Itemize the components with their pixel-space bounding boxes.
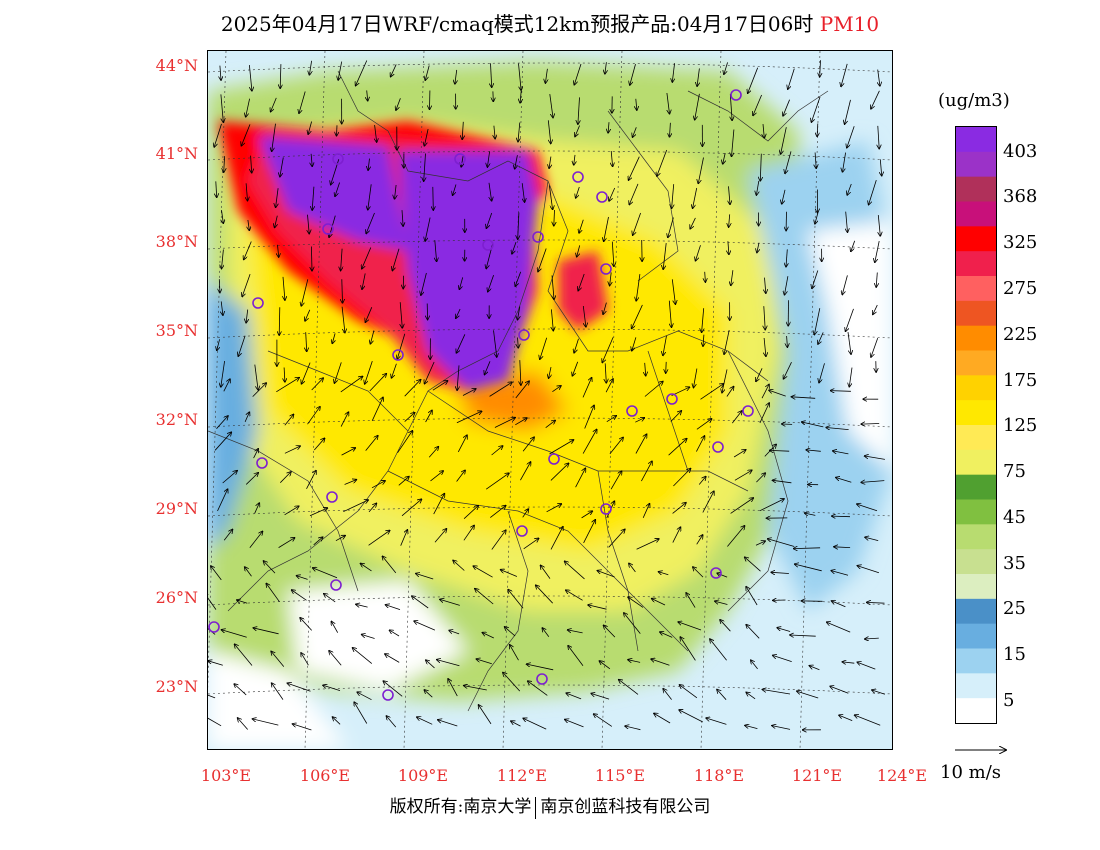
- city-marker: [666, 393, 678, 405]
- colorbar-swatch: [956, 698, 996, 724]
- colorbar-swatch: [956, 375, 996, 401]
- lat-label: 29°N: [155, 499, 198, 518]
- colorbar-swatch: [956, 176, 996, 202]
- city-marker: [382, 689, 394, 701]
- lon-label: 124°E: [876, 766, 928, 785]
- lon-label: 115°E: [594, 766, 646, 785]
- colorbar-label: 75: [1003, 461, 1026, 482]
- city-marker: [208, 621, 220, 633]
- lon-label: 118°E: [693, 766, 745, 785]
- colorbar-label: 225: [1003, 324, 1038, 345]
- colorbar-swatch: [956, 549, 996, 575]
- map-canvas: [208, 51, 892, 749]
- colorbar-label: 275: [1003, 278, 1038, 299]
- colorbar-label: 325: [1003, 232, 1038, 253]
- copyright: 版权所有:南京大学 南京创蓝科技有限公司: [0, 792, 1100, 819]
- colorbar-label: 45: [1003, 507, 1026, 528]
- city-marker: [596, 191, 608, 203]
- lon-label: 106°E: [299, 766, 351, 785]
- lat-label: 38°N: [155, 232, 198, 251]
- colorbar-swatch: [956, 524, 996, 550]
- colorbar-label: 15: [1003, 644, 1026, 665]
- colorbar-swatch: [956, 300, 996, 327]
- wind-reference-label: 10 m/s: [940, 762, 1001, 783]
- city-marker: [256, 457, 268, 469]
- colorbar-swatch: [956, 151, 996, 178]
- city-marker: [322, 223, 334, 235]
- lon-label: 121°E: [791, 766, 843, 785]
- city-marker: [742, 405, 754, 417]
- city-marker: [252, 297, 264, 309]
- colorbar-label: 25: [1003, 598, 1026, 619]
- colorbar-label: 403: [1003, 141, 1038, 162]
- colorbar-swatch: [956, 201, 996, 227]
- wind-vectors: [208, 60, 886, 730]
- colorbar-swatch: [956, 400, 996, 426]
- colorbar-swatch: [956, 474, 996, 500]
- colorbar-swatch: [956, 127, 996, 153]
- wind-reference-arrow: [955, 742, 1020, 758]
- colorbar-label: 35: [1003, 553, 1026, 574]
- city-marker: [536, 673, 548, 685]
- colorbar-swatch: [956, 499, 996, 525]
- colorbar-swatch: [956, 648, 996, 674]
- pollutant-name: PM10: [819, 12, 880, 36]
- colorbar-swatch: [956, 449, 996, 476]
- lon-label: 109°E: [397, 766, 449, 785]
- colorbar-label: 368: [1003, 186, 1038, 207]
- chart-title: 2025年04月17日WRF/cmaq模式12km预报产品:04月17日06时 …: [0, 8, 1100, 37]
- graticule: [208, 51, 892, 749]
- colorbar-unit: (ug/m3): [938, 90, 1010, 111]
- city-marker: [532, 231, 544, 243]
- colorbar: [955, 126, 997, 724]
- copyright-right: 南京创蓝科技有限公司: [540, 797, 711, 817]
- copyright-divider: [535, 796, 537, 819]
- city-marker: [600, 263, 612, 275]
- lon-label: 112°E: [496, 766, 548, 785]
- lat-label: 26°N: [155, 588, 198, 607]
- city-marker: [516, 525, 528, 537]
- lat-label: 35°N: [155, 321, 198, 340]
- city-marker: [572, 171, 584, 183]
- city-marker: [626, 405, 638, 417]
- colorbar-swatch: [956, 623, 996, 649]
- colorbar-label: 125: [1003, 415, 1038, 436]
- colorbar-swatch: [956, 325, 996, 351]
- city-marker: [518, 329, 530, 341]
- city-marker: [548, 453, 560, 465]
- title-text: 2025年04月17日WRF/cmaq模式12km预报产品:04月17日06时: [220, 12, 814, 36]
- colorbar-swatches: [956, 127, 996, 724]
- lon-label: 103°E: [200, 766, 252, 785]
- city-marker: [482, 239, 494, 251]
- copyright-left: 版权所有:南京大学: [389, 797, 532, 817]
- colorbar-swatch: [956, 276, 996, 302]
- colorbar-label: 175: [1003, 370, 1038, 391]
- city-marker: [454, 153, 466, 165]
- colorbar-swatch: [956, 251, 996, 277]
- city-marker: [326, 491, 338, 503]
- lat-label: 32°N: [155, 410, 198, 429]
- colorbar-swatch: [956, 673, 996, 699]
- colorbar-swatch: [956, 350, 996, 376]
- city-marker: [392, 349, 404, 361]
- colorbar-swatch: [956, 226, 996, 252]
- city-marker: [712, 441, 724, 453]
- city-marker: [332, 153, 344, 165]
- city-markers: [208, 89, 754, 701]
- lat-label: 44°N: [155, 56, 198, 75]
- city-marker: [600, 503, 612, 515]
- colorbar-label: 5: [1003, 690, 1015, 711]
- lat-label: 41°N: [155, 144, 198, 163]
- city-marker: [330, 579, 342, 591]
- forecast-map[interactable]: [207, 50, 893, 750]
- lat-label: 23°N: [155, 677, 198, 696]
- colorbar-swatch: [956, 574, 996, 600]
- colorbar-swatch: [956, 425, 996, 451]
- colorbar-swatch: [956, 598, 996, 625]
- city-marker: [730, 89, 742, 101]
- city-marker: [710, 567, 722, 579]
